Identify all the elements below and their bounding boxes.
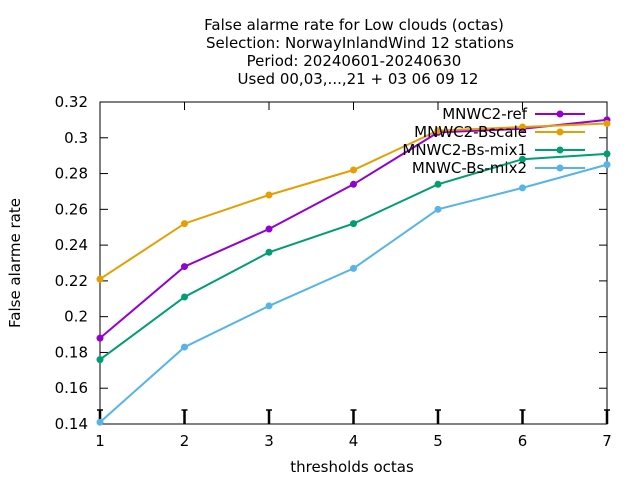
x-tick-label: 2 — [180, 432, 190, 450]
series-2-point — [350, 166, 357, 174]
legend-label-1: MNWC2-ref — [442, 105, 527, 123]
y-tick-label: 0.26 — [55, 200, 88, 218]
x-axis-ticks: 1 2 3 4 5 6 7 — [95, 102, 612, 450]
legend-label-4: MNWC-Bs-mix2 — [412, 159, 527, 177]
series-1-point — [350, 180, 357, 188]
x-tick-label: 3 — [264, 432, 274, 450]
series-2-point — [265, 191, 273, 199]
x-tick-label: 7 — [602, 432, 612, 450]
y-tick-label: 0.2 — [64, 308, 88, 326]
y-tick-label: 0.18 — [55, 343, 88, 361]
series-3-point — [434, 180, 442, 188]
y-tick-label: 0.14 — [55, 415, 88, 433]
series-4-point — [519, 184, 526, 192]
x-axis-label: thresholds octas — [290, 458, 414, 476]
y-tick-label: 0.32 — [55, 93, 88, 111]
series-3-point — [181, 293, 188, 301]
series-line-2 — [99, 122, 608, 280]
legend: MNWC2-refMNWC2-BscaleMNWC2-Bs-mix1MNWC-B… — [402, 105, 585, 177]
series-1-point — [181, 263, 188, 271]
legend-label-3: MNWC2-Bs-mix1 — [402, 141, 527, 159]
y-axis-ticks: 0.14 0.16 0.18 0.2 0.22 0.24 0.26 0.28 0.3 0.32 — [55, 93, 607, 433]
legend-marker-1 — [556, 110, 564, 118]
series-group — [96, 116, 611, 426]
title-line-2: Selection: NorwayInlandWind 12 stations — [206, 34, 514, 52]
series-3-point — [350, 220, 357, 228]
plot-frame — [99, 101, 608, 425]
x-tick-label: 4 — [349, 432, 359, 450]
legend-marker-3 — [556, 146, 564, 154]
legend-marker-4 — [556, 164, 564, 172]
series-2-point — [434, 127, 442, 135]
y-tick-label: 0.24 — [55, 236, 88, 254]
series-3-point — [96, 356, 104, 364]
series-4-point — [603, 161, 611, 169]
series-4-point — [434, 205, 442, 213]
y-tick-label: 0.28 — [55, 165, 88, 183]
x-tick-label: 5 — [433, 432, 443, 450]
y-tick-label: 0.16 — [55, 379, 88, 397]
title-line-3: Period: 20240601-20240630 — [247, 52, 462, 70]
series-1-point — [96, 334, 104, 342]
title-line-4: Used 00,03,...,21 + 03 06 09 12 — [238, 70, 479, 88]
y-tick-label: 0.22 — [55, 272, 88, 290]
series-2-point — [96, 275, 104, 283]
series-2-point — [181, 220, 188, 228]
series-4-point — [265, 302, 273, 310]
series-1-point — [265, 225, 273, 233]
series-2-point — [603, 119, 611, 127]
legend-marker-2 — [556, 128, 564, 136]
series-4-point — [181, 343, 188, 351]
chart-title: False alarme rate for Low clouds (octas)… — [204, 16, 514, 88]
series-2-point — [519, 123, 526, 131]
y-tick-label: 0.3 — [64, 129, 88, 147]
y-axis-label: False alarme rate — [6, 198, 24, 328]
series-4-point — [96, 418, 104, 426]
series-line-4 — [99, 163, 608, 423]
legend-label-2: MNWC2-Bscale — [414, 123, 527, 141]
series-4-point — [350, 264, 357, 272]
series-3-point — [603, 150, 611, 158]
title-line-1: False alarme rate for Low clouds (octas) — [204, 16, 504, 34]
series-3-point — [265, 248, 273, 256]
series-3-point — [519, 155, 526, 163]
x-tick-label: 1 — [95, 432, 105, 450]
x-tick-label: 6 — [518, 432, 528, 450]
